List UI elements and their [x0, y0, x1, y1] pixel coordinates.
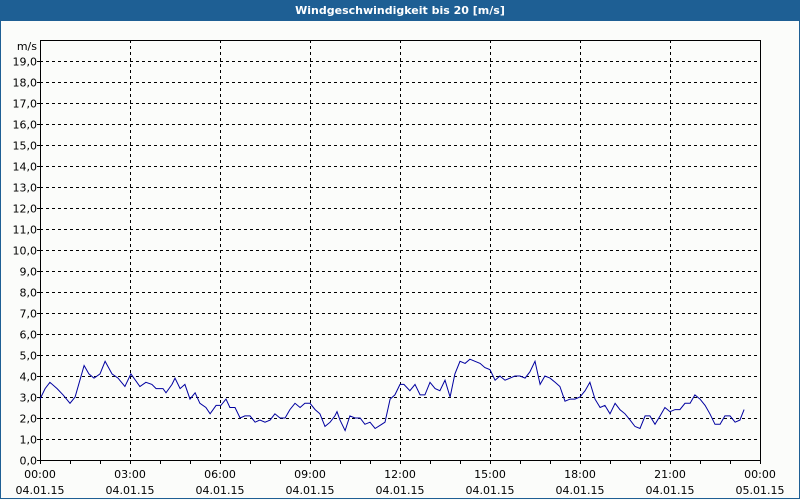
y-tick-label: 19,0: [13, 56, 38, 69]
y-tick-label: 6,0: [20, 329, 38, 342]
y-tick-label: 2,0: [20, 413, 38, 426]
x-tick-date-label: 04.01.15: [646, 484, 695, 497]
y-tick-label: 13,0: [13, 182, 38, 195]
x-tick-date-label: 04.01.15: [106, 484, 155, 497]
wind-speed-line: [39, 358, 745, 432]
x-tick-date-label: 04.01.15: [376, 484, 425, 497]
x-tick-time-label: 06:00: [204, 468, 236, 481]
x-tick-time-label: 18:00: [564, 468, 596, 481]
x-tick-time-label: 09:00: [294, 468, 326, 481]
x-tick-time-label: 21:00: [654, 468, 686, 481]
y-tick-label: 4,0: [20, 371, 38, 384]
plot-area-border: [40, 40, 761, 461]
y-tick-label: 15,0: [13, 140, 38, 153]
y-axis: m/s 0,0 1,0 2,0 3,0 4,0 5,0 6,0 7,0 8,0 9,0 10,0 11…: [13, 40, 40, 468]
y-tick-label: 0,0: [20, 455, 38, 468]
x-axis: 00:00 04.01.15 03:00 04.01.15 06:00 04.01.15 0…: [16, 460, 785, 497]
y-tick-label: 10,0: [13, 245, 38, 258]
y-tick-label: 8,0: [20, 287, 38, 300]
x-tick-time-label: 00:00: [744, 468, 776, 481]
x-tick-date-label: 04.01.15: [16, 484, 65, 497]
y-tick-label: 7,0: [20, 308, 38, 321]
chart-title: Windgeschwindigkeit bis 20 [m/s]: [0, 0, 800, 21]
y-tick-label: 16,0: [13, 119, 38, 132]
x-tick-date-label: 04.01.15: [196, 484, 245, 497]
y-tick-label: 14,0: [13, 161, 38, 174]
x-tick-date-label: 05.01.15: [736, 484, 785, 497]
y-axis-unit-label: m/s: [17, 40, 37, 53]
x-tick-time-label: 00:00: [24, 468, 56, 481]
x-tick-time-label: 03:00: [114, 468, 146, 481]
y-tick-label: 12,0: [13, 203, 38, 216]
y-tick-label: 17,0: [13, 98, 38, 111]
x-tick-date-label: 04.01.15: [556, 484, 605, 497]
grid-lines: [40, 40, 760, 460]
y-tick-label: 9,0: [20, 266, 38, 279]
x-tick-date-label: 04.01.15: [466, 484, 515, 497]
y-tick-label: 1,0: [20, 434, 38, 447]
y-tick-label: 11,0: [13, 224, 38, 237]
x-tick-date-label: 04.01.15: [286, 484, 335, 497]
y-tick-label: 18,0: [13, 77, 38, 90]
y-tick-label: 5,0: [20, 350, 38, 363]
x-tick-time-label: 15:00: [474, 468, 506, 481]
y-tick-label: 3,0: [20, 392, 38, 405]
x-tick-time-label: 12:00: [384, 468, 416, 481]
